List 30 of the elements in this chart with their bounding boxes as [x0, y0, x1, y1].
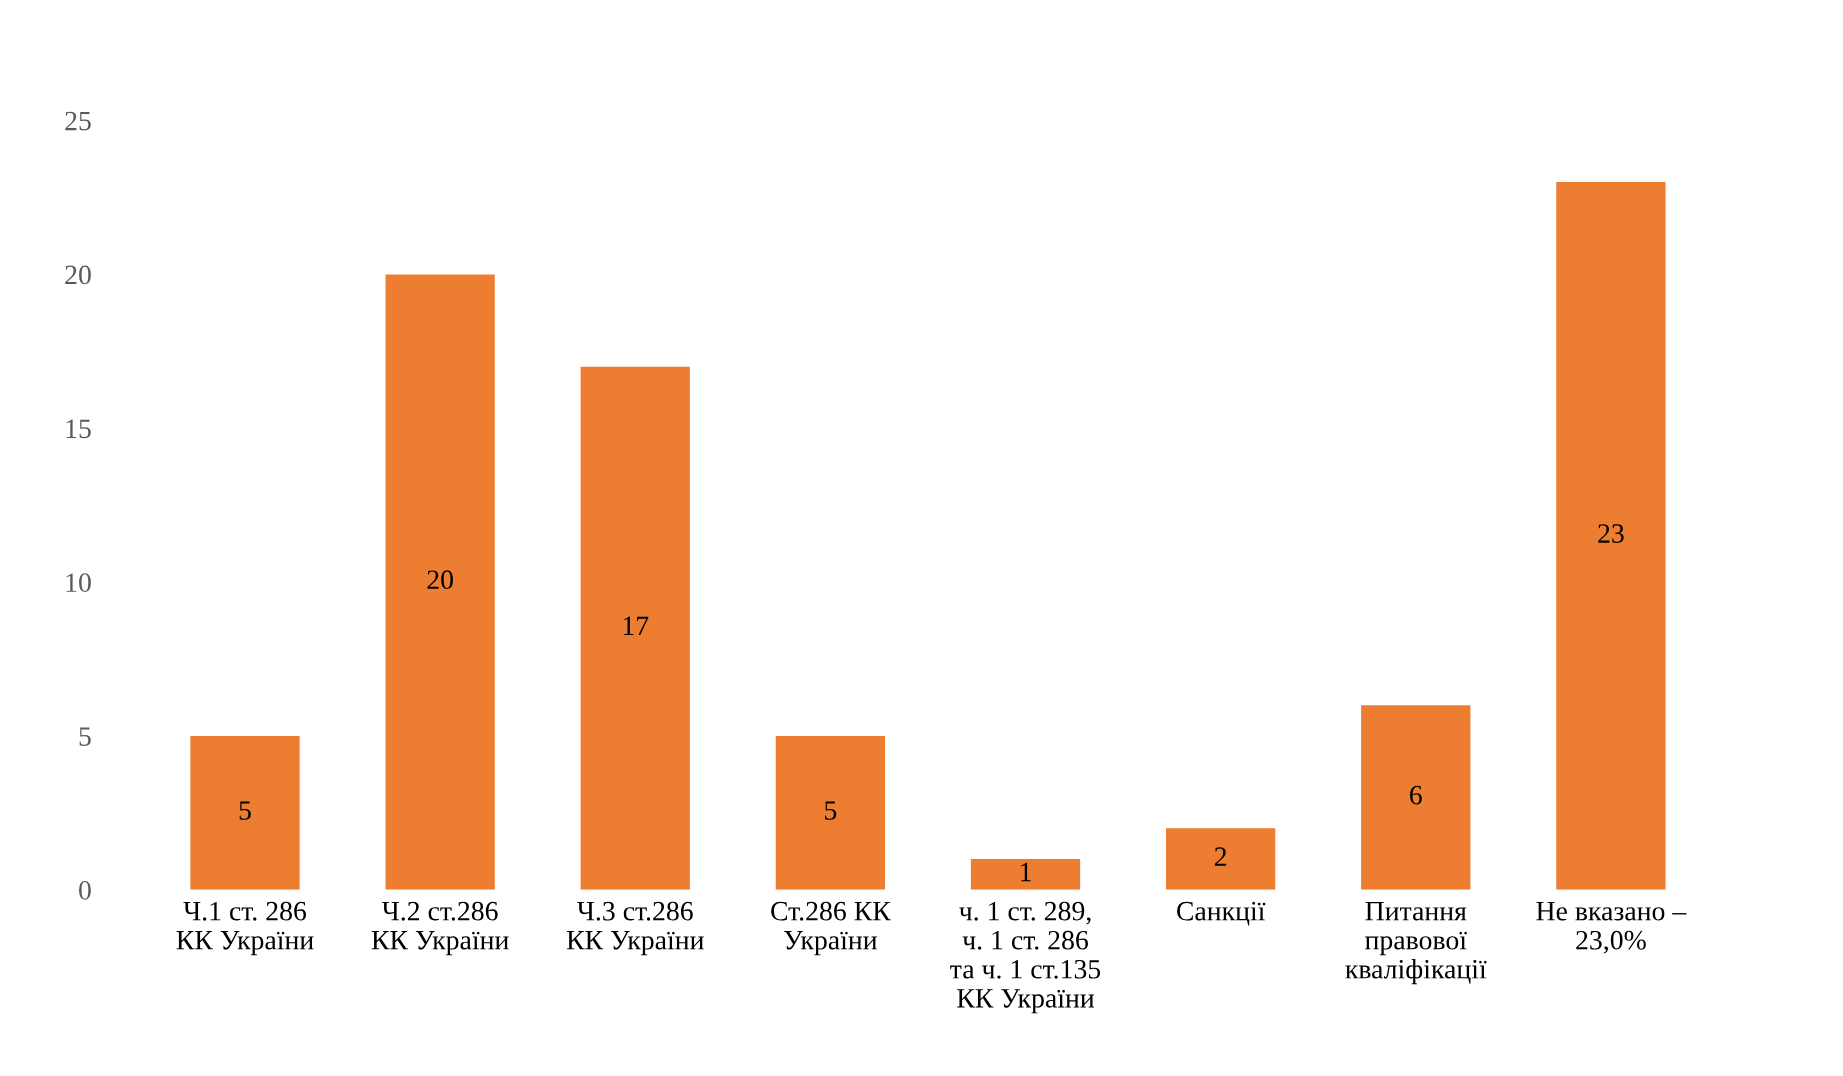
data-label: 23	[1598, 524, 1624, 543]
y-tick-label: 5	[79, 727, 91, 746]
bar	[1556, 182, 1666, 890]
x-tick-label: Ч.3 ст.286 КК України	[566, 901, 704, 956]
y-tick-label: 0	[79, 881, 91, 900]
bar	[190, 735, 300, 890]
bar	[775, 735, 886, 890]
y-tick-label: 20	[65, 265, 91, 285]
y-tick-label: 25	[65, 111, 91, 131]
bar	[970, 859, 1081, 890]
bar	[1361, 705, 1471, 890]
bar	[385, 274, 495, 890]
x-tick-label: Ст.286 КК України	[771, 901, 891, 956]
bar	[1166, 828, 1276, 890]
data-label: 5	[825, 801, 837, 820]
x-tick-label: Не вказано – 23,0%	[1536, 902, 1687, 954]
x-tick-label: Санкції	[1177, 901, 1266, 926]
x-tick-label: ч. 1 ст. 289, ч. 1 ст. 286 та ч. 1 ст.135 КК України	[950, 901, 1101, 1014]
data-label: 2	[1214, 847, 1227, 866]
data-label: 1	[1021, 862, 1031, 882]
x-tick-label: Питання правової кваліфікації	[1345, 902, 1487, 985]
data-label: 6	[1410, 785, 1422, 805]
data-label: 5	[239, 801, 251, 820]
data-label: 20	[427, 570, 453, 590]
data-label: 17	[623, 616, 649, 635]
bar	[580, 366, 690, 890]
x-tick-label: Ч.1 ст. 286 КК України	[176, 901, 314, 956]
y-tick-label: 15	[66, 419, 91, 439]
x-tick-label: Ч.2 ст.286 КК України	[371, 901, 509, 956]
y-tick-label: 10	[66, 573, 91, 593]
